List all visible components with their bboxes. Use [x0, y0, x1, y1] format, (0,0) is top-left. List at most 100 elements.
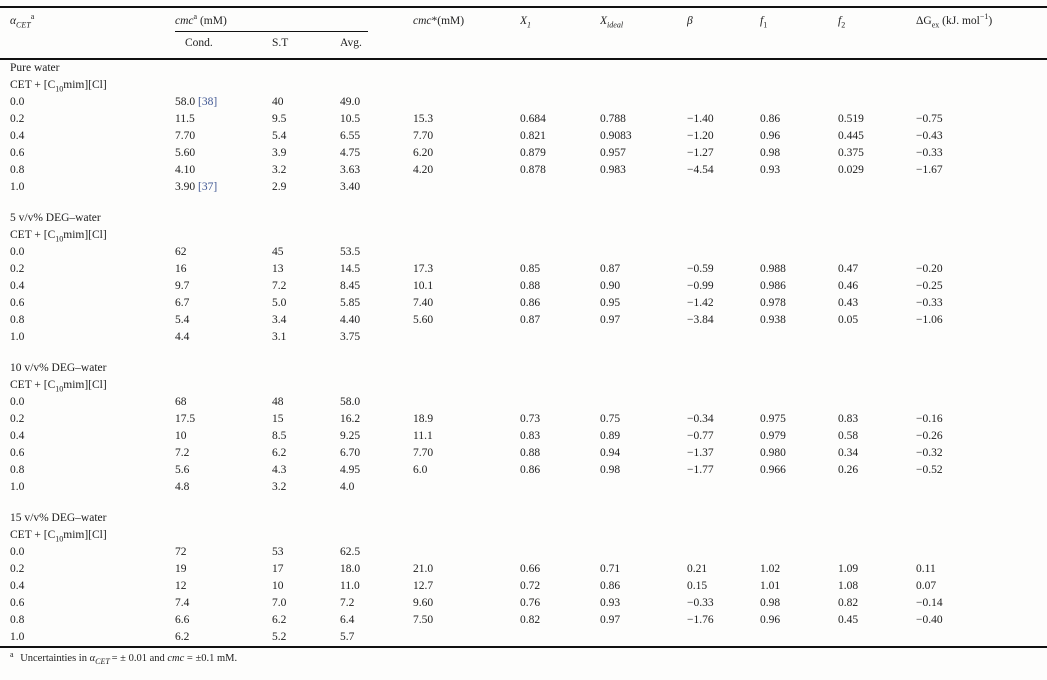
cell-cmc-st: 5.0 — [272, 297, 287, 309]
cell-cmc-st: 53 — [272, 546, 284, 558]
cell-dg-ex: −1.06 — [916, 314, 943, 326]
cell-cmc-cond: 7.70 — [175, 130, 196, 142]
cell-cmc-st: 45 — [272, 246, 284, 258]
cell-cmc-star: 7.40 — [413, 297, 434, 309]
cell-dg-ex: −0.43 — [916, 130, 943, 142]
cell-cmc-avg: 4.95 — [340, 464, 361, 476]
cell-beta: −0.34 — [687, 413, 714, 425]
cell-x1: 0.86 — [520, 297, 541, 309]
cell-alpha-cet: 1.0 — [10, 181, 25, 193]
table-row: 0.0 68 48 58.0 — [0, 394, 1047, 411]
cell-alpha-cet: 0.8 — [10, 614, 25, 626]
cell-beta: −3.84 — [687, 314, 714, 326]
cell-alpha-cet: 1.0 — [10, 631, 25, 643]
cell-cmc-avg: 53.5 — [340, 246, 361, 258]
cell-cmc-st: 4.3 — [272, 464, 287, 476]
cell-cmc-avg: 3.75 — [340, 331, 361, 343]
cell-cmc-st: 9.5 — [272, 113, 287, 125]
cell-cmc-cond: 58.0 [38] — [175, 96, 218, 108]
cell-f2: 0.43 — [838, 297, 859, 309]
cell-cmc-avg: 14.5 — [340, 263, 361, 275]
cell-x-ideal: 0.87 — [600, 263, 621, 275]
cell-x1: 0.76 — [520, 597, 541, 609]
cell-cmc-avg: 6.55 — [340, 130, 361, 142]
cell-beta: −1.76 — [687, 614, 714, 626]
cell-f1 — [760, 479, 838, 496]
cell-x-ideal: 0.90 — [600, 280, 621, 292]
cell-f2 — [838, 179, 916, 196]
cell-x-ideal: 0.98 — [600, 464, 621, 476]
col-header-st: S.T — [272, 37, 289, 49]
mixed-micellization-table: αCETa cmca (mM) cmc*(mM) X1 Xideal β f1 … — [0, 6, 1047, 648]
cell-alpha-cet: 0.0 — [10, 246, 25, 258]
cell-f1 — [760, 329, 838, 346]
cell-cmc-star: 10.1 — [413, 280, 434, 292]
col-header-cmc-group: cmca (mM) — [175, 7, 413, 35]
table-row: 0.8 4.10 3.2 3.63 4.20 0.878 0.983 −4.54 0.93 0.0… — [0, 162, 1047, 179]
cell-cmc-avg: 8.45 — [340, 280, 361, 292]
cell-cmc-cond: 5.6 — [175, 464, 190, 476]
cell-x-ideal — [600, 629, 687, 647]
table-body: Pure water CET + [C10mim][Cl] 0.0 58.0 [38]… — [0, 59, 1047, 647]
cell-f2 — [838, 479, 916, 496]
cell-f2: 0.45 — [838, 614, 859, 626]
cell-f1 — [760, 179, 838, 196]
cell-cmc-cond: 17.5 — [175, 413, 196, 425]
cell-beta: −4.54 — [687, 164, 714, 176]
citation-link[interactable]: [37] — [195, 181, 218, 193]
cell-beta: −1.27 — [687, 147, 714, 159]
table-row: 0.2 17.5 15 16.2 18.9 0.73 0.75 −0.34 0.975 0.83 −… — [0, 411, 1047, 428]
cell-beta — [687, 244, 760, 261]
cell-x-ideal: 0.94 — [600, 447, 621, 459]
cell-x1 — [520, 479, 600, 496]
cell-x-ideal: 0.89 — [600, 430, 621, 442]
cell-beta: 0.15 — [687, 580, 708, 592]
cell-cmc-avg: 5.85 — [340, 297, 361, 309]
cell-f1: 0.98 — [760, 597, 781, 609]
cell-f2 — [838, 544, 916, 561]
col-header-avg: Avg. — [340, 37, 362, 49]
cell-f1: 0.979 — [760, 430, 786, 442]
cell-f1: 0.978 — [760, 297, 786, 309]
citation-link[interactable]: [38] — [195, 96, 218, 108]
cell-dg-ex: 0.07 — [916, 580, 937, 592]
table-row: 1.0 4.4 3.1 3.75 — [0, 329, 1047, 346]
cell-f2 — [838, 94, 916, 111]
cell-x-ideal: 0.75 — [600, 413, 621, 425]
section-title-row: 5 v/v% DEG–water — [0, 210, 1047, 227]
section-system: CET + [C10mim][Cl] — [10, 79, 107, 94]
section-system-row: CET + [C10mim][Cl] — [0, 377, 1047, 394]
cell-f1: 0.96 — [760, 614, 781, 626]
cell-cmc-star: 18.9 — [413, 413, 434, 425]
table-row: 0.4 9.7 7.2 8.45 10.1 0.88 0.90 −0.99 0.986 0.46 −… — [0, 278, 1047, 295]
table-row: 0.4 12 10 11.0 12.7 0.72 0.86 0.15 1.01 1.08 0.07 — [0, 578, 1047, 595]
cell-cmc-avg: 6.4 — [340, 614, 355, 626]
cell-alpha-cet: 0.0 — [10, 96, 25, 108]
cell-alpha-cet: 0.8 — [10, 464, 25, 476]
cell-x-ideal: 0.9083 — [600, 130, 632, 142]
section-system-row: CET + [C10mim][Cl] — [0, 527, 1047, 544]
cell-cmc-avg: 5.7 — [340, 631, 355, 643]
cell-x-ideal — [600, 544, 687, 561]
cell-cmc-avg: 3.40 — [340, 181, 361, 193]
cell-cmc-cond: 6.2 — [175, 631, 190, 643]
cell-beta: −0.99 — [687, 280, 714, 292]
cell-cmc-st: 48 — [272, 396, 284, 408]
table-row: 0.6 6.7 5.0 5.85 7.40 0.86 0.95 −1.42 0.978 0.43 −… — [0, 295, 1047, 312]
cell-x-ideal: 0.97 — [600, 314, 621, 326]
cell-x1: 0.86 — [520, 464, 541, 476]
cell-alpha-cet: 0.6 — [10, 597, 25, 609]
cell-cmc-star: 11.1 — [413, 430, 433, 442]
table-row: 0.0 62 45 53.5 — [0, 244, 1047, 261]
cell-x1 — [520, 394, 600, 411]
cell-alpha-cet: 0.2 — [10, 113, 25, 125]
cell-f2: 0.26 — [838, 464, 859, 476]
cell-cmc-avg: 58.0 — [340, 396, 361, 408]
cell-cmc-star: 9.60 — [413, 597, 434, 609]
cell-cmc-avg: 10.5 — [340, 113, 361, 125]
cell-x1 — [520, 179, 600, 196]
cell-x1: 0.83 — [520, 430, 541, 442]
cell-beta: −1.42 — [687, 297, 714, 309]
cell-alpha-cet: 0.4 — [10, 280, 25, 292]
table-row: 0.8 5.4 3.4 4.40 5.60 0.87 0.97 −3.84 0.938 0.05 −… — [0, 312, 1047, 329]
